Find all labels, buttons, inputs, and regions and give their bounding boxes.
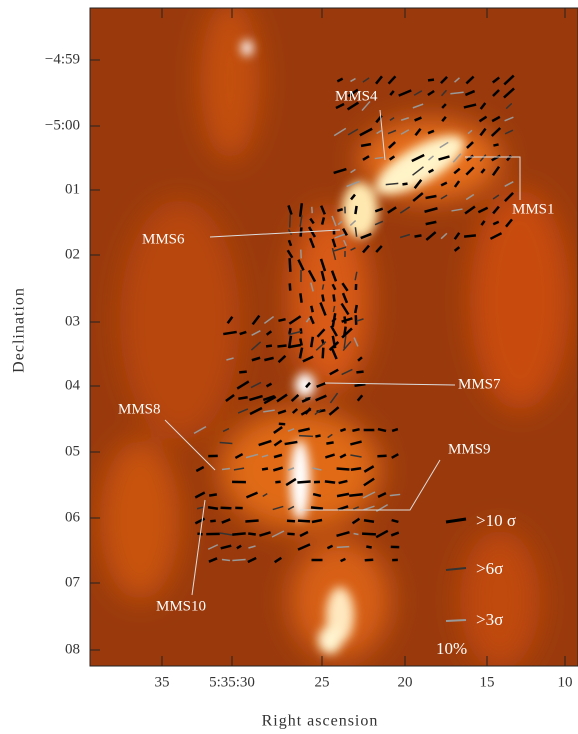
vector xyxy=(337,209,342,211)
y-tick-label: 07 xyxy=(65,574,81,590)
vector xyxy=(290,214,291,227)
source-label: MMS7 xyxy=(458,376,501,392)
vector xyxy=(248,533,256,534)
vector xyxy=(351,468,361,470)
vector xyxy=(322,217,324,224)
vector xyxy=(209,494,217,495)
vector xyxy=(337,469,350,470)
vector xyxy=(221,508,232,509)
vector xyxy=(315,436,320,437)
y-tick-label: 08 xyxy=(65,641,80,657)
source-label: MMS10 xyxy=(156,598,206,614)
vector xyxy=(356,372,363,373)
glow xyxy=(460,530,540,670)
vector xyxy=(392,520,399,522)
vector xyxy=(232,533,245,534)
vector xyxy=(365,560,374,561)
vector xyxy=(298,521,310,522)
vector xyxy=(355,305,357,313)
source-label: MMS6 xyxy=(142,231,185,247)
y-tick-label: 06 xyxy=(65,509,81,525)
figure: 35 5:35:30 25 20 15 10 −4:59 −5:00 01 02 03 04 05 06 0… xyxy=(0,0,578,734)
vector xyxy=(361,144,371,146)
vector xyxy=(311,306,312,312)
vector xyxy=(493,144,498,145)
x-tick-label: 25 xyxy=(315,674,330,690)
vector xyxy=(311,507,323,508)
vector xyxy=(311,337,313,347)
vector xyxy=(222,469,230,470)
vector xyxy=(289,328,290,334)
x-tick-label: 5:35:30 xyxy=(209,674,255,690)
legend-item: >6σ xyxy=(476,559,503,578)
vector xyxy=(322,284,323,289)
vector xyxy=(323,348,324,359)
vector xyxy=(300,203,302,216)
vector xyxy=(464,235,476,236)
vector xyxy=(364,520,374,522)
vector xyxy=(245,521,258,522)
vector xyxy=(337,547,349,548)
legend-item: >10 σ xyxy=(476,511,516,530)
vector xyxy=(355,206,356,214)
vector xyxy=(428,80,434,81)
source-label: MMS1 xyxy=(512,201,555,217)
core xyxy=(342,182,378,238)
x-tick-label: 10 xyxy=(558,674,573,690)
source-label: MMS8 xyxy=(118,401,161,417)
y-tick-label: −5:00 xyxy=(45,117,80,133)
image xyxy=(90,0,578,670)
y-tick-label: 04 xyxy=(65,377,81,393)
glow xyxy=(200,0,260,160)
source-label: MMS9 xyxy=(448,441,491,457)
y-tick-label: −4:59 xyxy=(45,51,80,67)
vector xyxy=(325,481,335,482)
vector xyxy=(402,184,407,185)
core xyxy=(241,40,253,56)
source-label: MMS4 xyxy=(335,88,378,104)
vector xyxy=(262,468,268,469)
vector xyxy=(334,294,335,301)
vector xyxy=(287,521,295,522)
x-axis-label: Right ascension xyxy=(262,713,379,730)
legend-scale: 10% xyxy=(436,639,467,658)
vector xyxy=(392,429,398,431)
vector xyxy=(239,372,247,373)
y-tick-label: 02 xyxy=(65,246,80,262)
vector xyxy=(238,397,247,398)
vector xyxy=(300,293,301,302)
vector xyxy=(355,384,366,386)
y-tick-label: 01 xyxy=(65,181,80,197)
vector xyxy=(352,429,359,431)
y-tick-label: 03 xyxy=(65,313,80,329)
vector xyxy=(297,481,310,482)
core xyxy=(295,373,315,397)
vector xyxy=(266,346,272,347)
vector xyxy=(277,346,286,347)
vector xyxy=(208,507,218,508)
vector xyxy=(326,442,333,443)
x-tick-label: 15 xyxy=(480,674,495,690)
x-tick-label: 20 xyxy=(398,674,413,690)
y-axis-label: Declination xyxy=(11,287,28,373)
vector xyxy=(354,533,359,534)
vector xyxy=(299,436,313,437)
vector xyxy=(232,559,245,560)
vector xyxy=(275,482,280,483)
vector xyxy=(366,546,371,547)
vector xyxy=(278,319,285,321)
vector xyxy=(322,294,323,301)
core xyxy=(318,626,342,654)
x-tick-label: 35 xyxy=(155,674,170,690)
legend-item: >3σ xyxy=(476,610,503,629)
vector xyxy=(415,235,422,236)
vector xyxy=(362,534,376,535)
vector xyxy=(290,258,291,272)
vector xyxy=(349,494,363,495)
y-tick-label: 05 xyxy=(65,443,80,459)
vector xyxy=(220,443,233,444)
glow xyxy=(100,440,180,600)
